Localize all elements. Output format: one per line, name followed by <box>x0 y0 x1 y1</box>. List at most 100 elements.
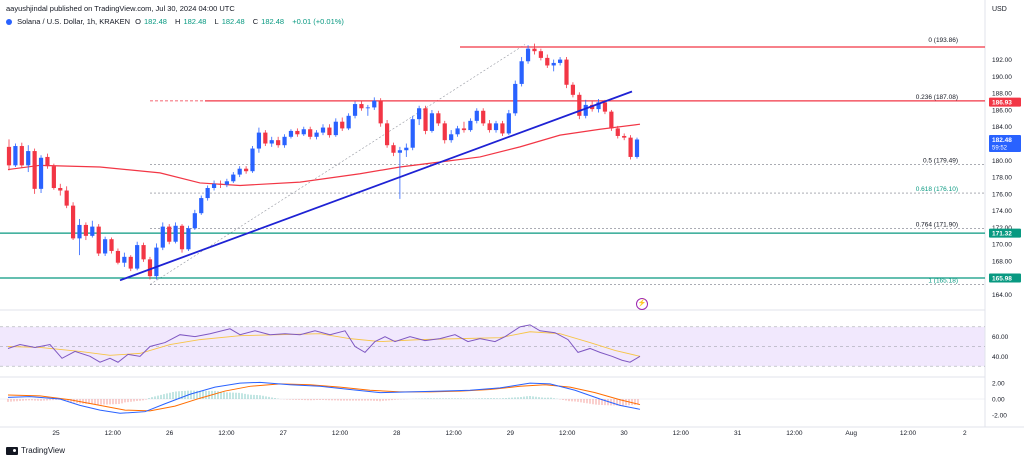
ema-line <box>7 123 641 187</box>
fib-level-label: 0.5 (179.49) <box>923 158 958 165</box>
high-label: H <box>175 17 181 26</box>
candle-body <box>263 132 268 144</box>
candle-body <box>141 245 146 260</box>
price-label-text: 182.48 <box>992 137 1012 144</box>
candle-body <box>224 181 229 185</box>
candle-body <box>205 188 210 199</box>
macd-signal-line <box>7 383 641 412</box>
candle-body <box>346 115 351 129</box>
brand-name: TradingView <box>21 446 66 455</box>
time-tick-label: 29 <box>507 430 515 437</box>
candle-body <box>513 83 518 114</box>
candle-body <box>423 108 428 131</box>
ohlc-close: C 182.48 <box>253 17 287 26</box>
candle-body <box>83 224 88 236</box>
time-tick-label: 12:00 <box>105 430 122 437</box>
candle-body <box>45 156 50 167</box>
tradingview-logo[interactable]: TradingView <box>6 446 65 455</box>
candle-body <box>51 166 56 189</box>
price-label-text: 165.98 <box>992 275 1012 282</box>
candle-body <box>628 137 633 157</box>
price-tick-label: 180.00 <box>992 158 1012 165</box>
candle-body <box>6 146 12 166</box>
candle-body <box>410 119 415 148</box>
fib-level-label: 0.618 (176.10) <box>916 186 958 193</box>
candle-body <box>365 107 370 109</box>
time-tick-label: 12:00 <box>786 430 803 437</box>
candle-body <box>449 134 454 141</box>
rsi-tick-label: 60.00 <box>992 334 1009 341</box>
price-tick-label: 184.00 <box>992 124 1012 131</box>
candle-body <box>314 132 319 137</box>
candle-body <box>218 183 223 185</box>
candle-body <box>96 226 101 254</box>
price-tick-label: 186.00 <box>992 107 1012 114</box>
price-tick-label: 172.00 <box>992 225 1012 232</box>
candle-body <box>404 147 409 151</box>
candle-body <box>487 123 492 131</box>
macd-tick-label: 0.00 <box>992 397 1005 404</box>
publish-caption: aayushjindal published on TradingView.co… <box>6 4 235 13</box>
candle-body <box>333 121 338 136</box>
candle-body <box>391 145 396 153</box>
price-label-text: 171.32 <box>992 231 1012 238</box>
trendline <box>119 90 633 282</box>
candle-body <box>577 94 582 116</box>
symbol-legend: Solana / U.S. Dollar, 1h, KRAKEN O 182.48… <box>6 17 347 26</box>
candle-body <box>276 140 281 146</box>
rsi-line <box>7 324 641 363</box>
time-tick-label: 28 <box>393 430 401 437</box>
high-value: 182.48 <box>183 17 207 26</box>
candle-body <box>525 48 531 62</box>
time-tick-label: 12:00 <box>332 430 349 437</box>
candle-body <box>128 256 133 269</box>
candle-body <box>429 113 435 131</box>
candle-body <box>455 128 460 135</box>
price-label-box <box>989 134 1021 152</box>
candle-body <box>199 198 204 214</box>
candle-body <box>551 62 556 66</box>
time-tick-label: 27 <box>280 430 288 437</box>
candle-body <box>596 102 601 110</box>
price-label-text: 186.93 <box>992 100 1012 107</box>
price-label-countdown: 59:52 <box>992 145 1008 151</box>
ohlc-high: H 182.48 <box>175 17 209 26</box>
candle-body <box>256 132 262 149</box>
symbol-title[interactable]: Solana / U.S. Dollar, 1h, KRAKEN <box>17 17 131 26</box>
candle-body <box>558 59 563 63</box>
candle-body <box>372 100 377 108</box>
candle-body <box>417 108 422 120</box>
open-label: O <box>135 17 141 26</box>
candle-body <box>173 225 178 242</box>
macd-line <box>7 381 641 414</box>
candle-body <box>269 140 274 144</box>
candle-body <box>378 100 383 124</box>
close-label: C <box>252 17 259 26</box>
candle-body <box>532 48 537 52</box>
candle-body <box>352 104 358 116</box>
candle-body <box>519 61 524 84</box>
candle-body <box>167 226 172 242</box>
candle-body <box>359 104 364 109</box>
rsi-tick-label: 40.00 <box>992 354 1009 361</box>
open-value: 182.48 <box>144 17 167 26</box>
price-tick-label: 178.00 <box>992 175 1012 182</box>
fib-level-label: 1 (165.18) <box>928 278 958 285</box>
time-tick-label: 2 <box>963 430 967 437</box>
candle-body <box>58 188 63 191</box>
candle-body <box>468 120 473 131</box>
candle-body <box>500 123 505 134</box>
candle-body <box>244 168 249 172</box>
candle-body <box>442 123 447 141</box>
candle-body <box>231 174 236 182</box>
price-label-box <box>989 273 1021 283</box>
time-tick-label: 12:00 <box>445 430 462 437</box>
candle-body <box>615 128 620 136</box>
candle-body <box>622 135 627 138</box>
candle-body <box>32 151 37 189</box>
lightning-icon[interactable]: ⚡ <box>636 298 648 310</box>
candle-body <box>147 259 153 277</box>
candle-body <box>115 250 121 263</box>
price-tick-label: 192.00 <box>992 57 1012 64</box>
